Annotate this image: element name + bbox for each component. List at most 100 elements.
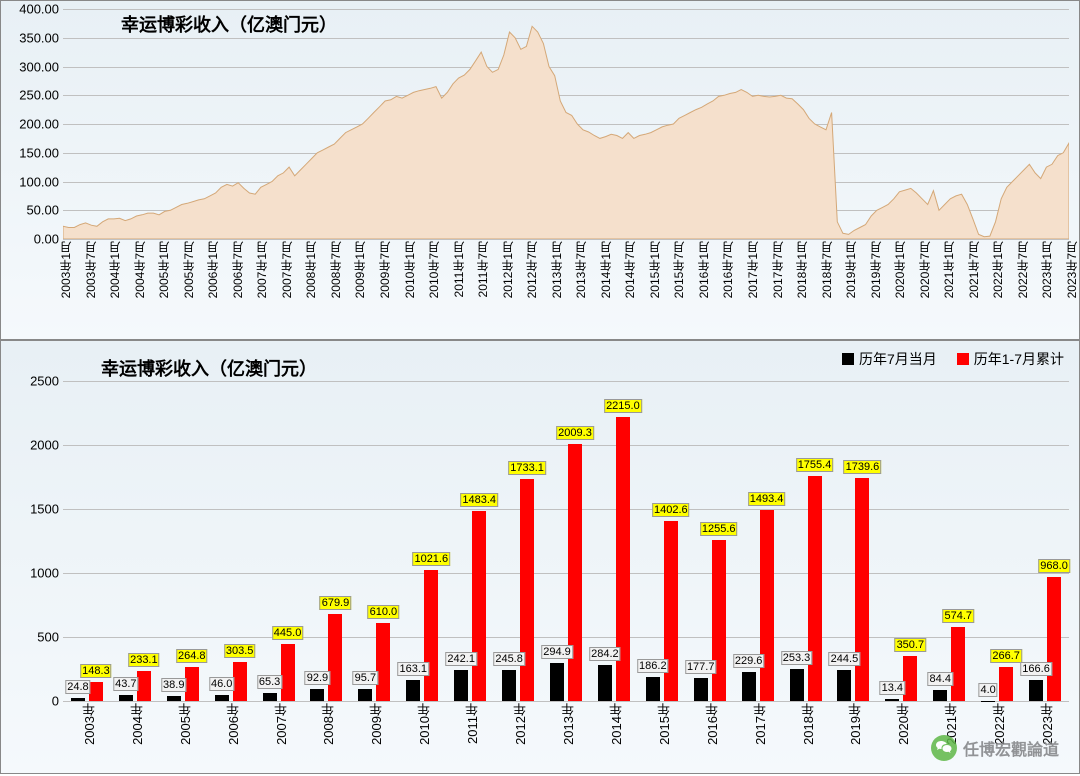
x-tick-label: 2013年1月 <box>548 241 565 298</box>
data-label-red: 2215.0 <box>604 399 642 413</box>
data-label-red: 445.0 <box>272 626 304 640</box>
x-tick-label: 2016年1月 <box>695 241 712 298</box>
bar-july <box>550 663 564 701</box>
data-label-red: 264.8 <box>176 649 208 663</box>
x-tick-label: 2022年1月 <box>989 241 1006 298</box>
x-tick-label: 2008年7月 <box>327 241 344 298</box>
bar-cumulative <box>281 644 295 701</box>
bar-cumulative <box>89 682 103 701</box>
data-label-red: 1739.6 <box>844 460 882 474</box>
data-label-black: 294.9 <box>541 645 573 659</box>
y-tick-label: 2000 <box>30 438 59 453</box>
x-tick-label: 2020年7月 <box>916 241 933 298</box>
x-tick-label: 2021年1月 <box>940 241 957 298</box>
data-label-red: 266.7 <box>990 649 1022 663</box>
y-tick-label: 1500 <box>30 502 59 517</box>
top-x-axis: 2003年1月2003年7月2004年1月2004年7月2005年1月2005年… <box>63 241 1069 341</box>
data-label-red: 2009.3 <box>556 426 594 440</box>
data-label-black: 92.9 <box>305 671 330 685</box>
bar-july <box>933 690 947 701</box>
bar-july <box>790 669 804 701</box>
x-tick-label: 2004年7月 <box>131 241 148 298</box>
bar-july <box>502 670 516 701</box>
data-label-black: 84.4 <box>928 672 953 686</box>
x-tick-label: 2009年 <box>367 703 386 745</box>
x-tick-label: 2021年7月 <box>965 241 982 298</box>
x-tick-label: 2011年7月 <box>474 241 491 297</box>
y-tick-label: 250.00 <box>19 88 59 103</box>
data-label-red: 1733.1 <box>508 461 546 475</box>
bar-july <box>167 696 181 701</box>
x-tick-label: 2017年7月 <box>769 241 786 298</box>
data-label-black: 186.2 <box>637 659 669 673</box>
bar-july <box>1029 680 1043 701</box>
top-y-axis: 0.0050.00100.00150.00200.00250.00300.003… <box>1 9 63 239</box>
bottom-y-axis: 05001000150020002500 <box>1 381 63 701</box>
gridline <box>63 239 1069 240</box>
data-label-red: 968.0 <box>1038 559 1070 573</box>
data-label-black: 244.5 <box>829 652 861 666</box>
data-label-black: 163.1 <box>398 662 430 676</box>
bar-cumulative <box>808 476 822 701</box>
data-label-black: 166.6 <box>1020 662 1052 676</box>
bar-cumulative <box>999 667 1013 701</box>
area-series <box>63 26 1069 239</box>
x-tick-label: 2022年7月 <box>1014 241 1031 298</box>
legend-item: 历年1-7月累计 <box>957 349 1064 369</box>
watermark: 任博宏觀論道 <box>931 735 1059 761</box>
x-tick-label: 2003年1月 <box>57 241 74 298</box>
bar-cumulative <box>376 623 390 701</box>
gridline <box>63 381 1069 382</box>
x-tick-label: 2008年1月 <box>302 241 319 298</box>
data-label-black: 253.3 <box>781 651 813 665</box>
data-label-red: 350.7 <box>895 638 927 652</box>
data-label-black: 4.0 <box>978 683 997 697</box>
bar-july <box>310 689 324 701</box>
bottom-x-axis: 2003年2004年2005年2006年2007年2008年2009年2010年… <box>63 703 1069 773</box>
data-label-red: 679.9 <box>320 596 352 610</box>
x-tick-label: 2019年 <box>846 703 865 745</box>
x-tick-label: 2020年1月 <box>891 241 908 298</box>
bar-cumulative <box>664 521 678 701</box>
x-tick-label: 2006年1月 <box>204 241 221 298</box>
x-tick-label: 2006年 <box>224 703 243 745</box>
bar-july <box>71 698 85 701</box>
bar-cumulative <box>137 671 151 701</box>
data-label-red: 1021.6 <box>412 552 450 566</box>
x-tick-label: 2003年 <box>80 703 99 745</box>
x-tick-label: 2020年 <box>894 703 913 745</box>
bar-cumulative <box>951 627 965 701</box>
bar-july <box>646 677 660 701</box>
data-label-black: 43.7 <box>113 677 138 691</box>
data-label-black: 46.0 <box>209 677 234 691</box>
x-tick-label: 2016年 <box>703 703 722 745</box>
bar-july <box>454 670 468 701</box>
data-label-black: 13.4 <box>880 681 905 695</box>
x-tick-label: 2018年7月 <box>818 241 835 298</box>
x-tick-label: 2010年 <box>415 703 434 745</box>
legend-swatch <box>842 353 854 365</box>
x-tick-label: 2018年1月 <box>793 241 810 298</box>
x-tick-label: 2015年7月 <box>670 241 687 298</box>
data-label-black: 284.2 <box>589 647 621 661</box>
bar-july <box>885 699 899 701</box>
x-tick-label: 2008年 <box>319 703 338 745</box>
data-label-black: 24.8 <box>65 680 90 694</box>
y-tick-label: 200.00 <box>19 117 59 132</box>
bar-cumulative <box>1047 577 1061 701</box>
bar-cumulative <box>568 444 582 701</box>
x-tick-label: 2023年7月 <box>1063 241 1080 298</box>
y-tick-label: 0.00 <box>34 232 59 247</box>
data-label-red: 303.5 <box>224 644 256 658</box>
x-tick-label: 2009年1月 <box>351 241 368 298</box>
legend-item: 历年7月当月 <box>842 349 937 369</box>
x-tick-label: 2007年7月 <box>278 241 295 298</box>
y-tick-label: 350.00 <box>19 30 59 45</box>
data-label-red: 1755.4 <box>796 458 834 472</box>
top-plot-area <box>63 9 1069 239</box>
bar-july <box>598 665 612 701</box>
x-tick-label: 2014年7月 <box>621 241 638 298</box>
x-tick-label: 2009年7月 <box>376 241 393 298</box>
legend-label: 历年1-7月累计 <box>974 349 1064 369</box>
data-label-black: 95.7 <box>353 671 378 685</box>
